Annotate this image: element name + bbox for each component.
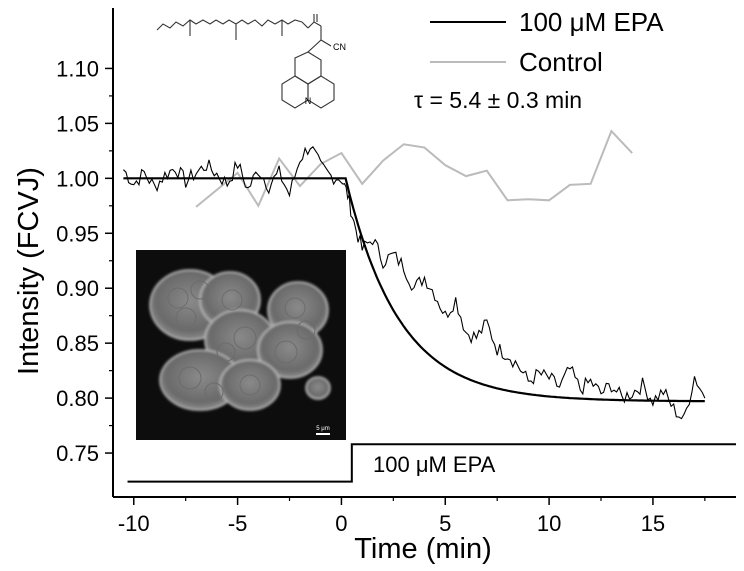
y-tick-label: 0.85: [56, 331, 99, 356]
series-line-control: [195, 129, 633, 208]
y-tick-label: 1.00: [56, 166, 99, 191]
scale-bar: [316, 433, 330, 435]
series-line-epa-fit: [123, 177, 705, 403]
tau-annotation: τ = 5.4 ± 0.3 min: [414, 87, 582, 113]
x-tick-label: 5: [439, 511, 451, 536]
x-tick-label: 15: [641, 511, 665, 536]
series-line-epa-trace: [123, 145, 706, 420]
cyano-label: CN: [333, 42, 346, 52]
y-tick-label: 1.10: [56, 56, 99, 81]
cell-group: [305, 376, 331, 400]
cell-group: [257, 321, 323, 379]
vinyl-bond: [307, 39, 322, 53]
legend-label-epa: 100 μM EPA: [519, 7, 664, 37]
x-tick-label: -10: [118, 511, 150, 536]
x-axis-ticks: -10 -5 0 5 10 15: [118, 497, 706, 536]
plot-frame: [112, 8, 736, 498]
x-axis-label: Time (min): [354, 533, 491, 565]
y-tick-label: 0.95: [56, 221, 99, 246]
y-tick-label: 1.05: [56, 111, 99, 136]
aromatic-ring: [294, 51, 322, 85]
y-axis-ticks: 0.75 0.80 0.85 0.90 0.95 1.00 1.05 1.10: [56, 56, 113, 466]
y-tick-label: 0.80: [56, 386, 99, 411]
ester-group: [307, 21, 322, 29]
stimulus-label: 100 μM EPA: [373, 452, 496, 477]
x-tick-label: 0: [335, 511, 347, 536]
scale-bar-label: 5 μm: [316, 426, 329, 432]
cyano-bond: [320, 39, 332, 47]
cell-micrograph-inset: 5 μm: [136, 250, 346, 440]
julolidine-ring: [307, 75, 335, 109]
cell-outlines: [167, 280, 316, 402]
x-tick-label: -5: [228, 511, 248, 536]
cell-group: [219, 359, 281, 411]
y-tick-label: 0.90: [56, 276, 99, 301]
stimulus-step-line: [127, 443, 736, 483]
ester-bond: [301, 21, 309, 29]
y-axis-label: Intensity (FCVJ): [13, 167, 45, 375]
nitrogen-label: N: [305, 96, 312, 106]
polyene-chain: [156, 19, 303, 31]
legend: 100 μM EPA Control: [430, 7, 664, 77]
fcvj-structure-drawing: [156, 14, 335, 109]
series-layer: [123, 129, 706, 420]
stimulus-step: [127, 443, 736, 483]
legend-label-control: Control: [519, 47, 603, 77]
y-tick-label: 0.75: [56, 441, 99, 466]
x-tick-label: 10: [537, 511, 561, 536]
